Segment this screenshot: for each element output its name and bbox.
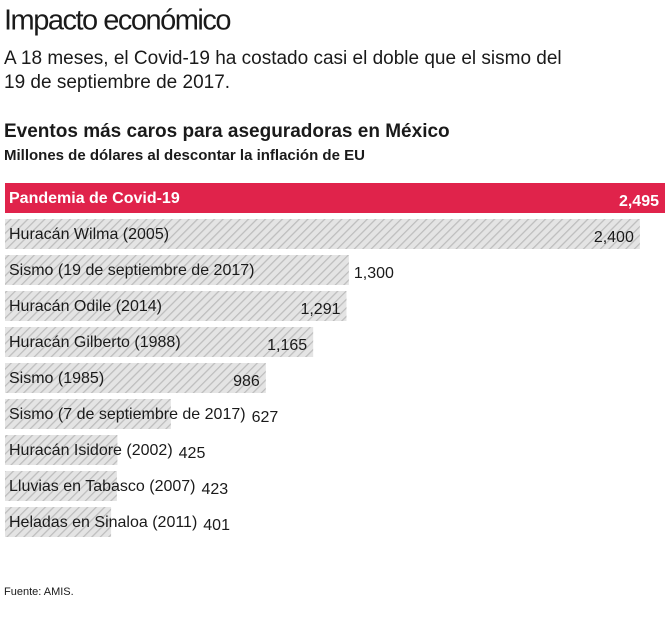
category-label: Sismo (1985) — [9, 370, 104, 387]
category-label: Pandemia de Covid-19 — [9, 190, 180, 207]
bar — [5, 399, 171, 429]
page-title: Impacto económico — [4, 5, 230, 37]
value-label: 627 — [252, 409, 279, 426]
bar — [5, 471, 117, 501]
bar — [5, 291, 347, 321]
source: Fuente: AMIS. — [4, 586, 74, 598]
bar — [5, 363, 266, 393]
bar — [5, 183, 665, 213]
value-label: 2,400 — [594, 229, 634, 246]
value-label: 2,495 — [619, 193, 659, 210]
value-label: 423 — [202, 481, 229, 498]
category-label: Huracán Isidore (2002) — [9, 442, 173, 459]
page-subtitle: A 18 meses, el Covid-19 ha costado casi … — [4, 48, 562, 69]
value-label: 1,291 — [300, 301, 340, 318]
value-label: 986 — [233, 373, 260, 390]
bar — [5, 507, 112, 537]
bar — [5, 255, 349, 285]
value-label: 1,300 — [354, 265, 394, 282]
category-label: Sismo (7 de septiembre de 2017) — [9, 406, 246, 423]
category-label: Sismo (19 de septiembre de 2017) — [9, 262, 254, 279]
value-label: 425 — [179, 445, 206, 462]
bar — [5, 435, 118, 465]
category-label: Huracán Odile (2014) — [9, 298, 162, 315]
bar — [5, 327, 314, 357]
category-label: Huracán Wilma (2005) — [9, 226, 169, 243]
value-label: 401 — [203, 517, 230, 534]
page-subtitle: 19 de septiembre de 2017. — [4, 72, 230, 93]
value-label: 1,165 — [267, 337, 307, 354]
chart-subtitle: Millones de dólares al descontar la infl… — [4, 147, 365, 164]
category-label: Heladas en Sinaloa (2011) — [9, 514, 197, 531]
chart-title: Eventos más caros para aseguradoras en M… — [4, 121, 450, 142]
category-label: Lluvias en Tabasco (2007) — [9, 478, 196, 495]
category-label: Huracán Gilberto (1988) — [9, 334, 181, 351]
bar — [5, 219, 640, 249]
